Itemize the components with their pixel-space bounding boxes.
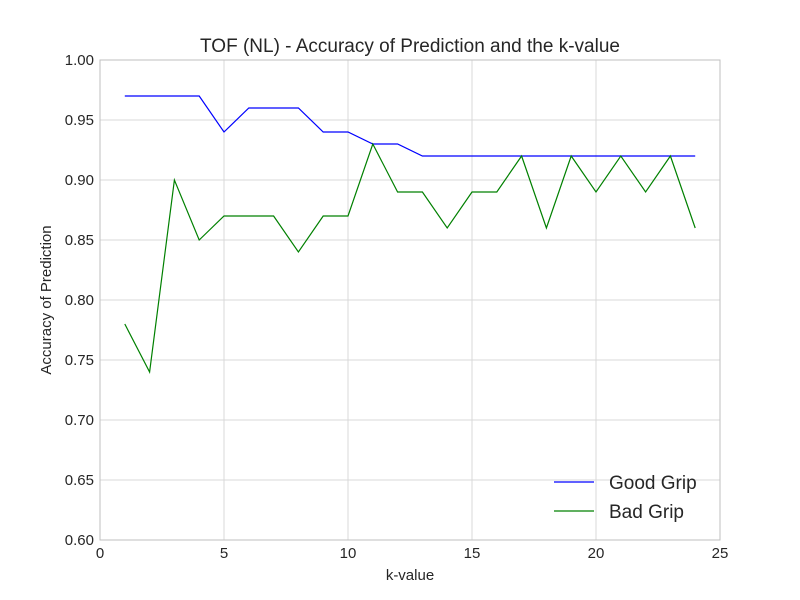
series-line-bad-grip — [124, 142, 696, 374]
y-tick-label: 0.65 — [65, 472, 94, 489]
legend-label-good-grip: Good Grip — [609, 473, 697, 494]
grid — [99, 59, 721, 541]
chart-title: TOF (NL) - Accuracy of Prediction and th… — [200, 36, 620, 57]
x-tick-label: 0 — [96, 545, 104, 562]
y-tick-label: 0.75 — [65, 352, 94, 369]
x-tick-label: 10 — [340, 545, 357, 562]
x-tick-label: 25 — [712, 545, 729, 562]
y-tick-label: 0.80 — [65, 292, 94, 309]
legend-label-bad-grip: Bad Grip — [609, 502, 684, 523]
x-axis-label: k-value — [386, 567, 434, 584]
y-tick-label: 0.90 — [65, 172, 94, 189]
legend: Good Grip Bad Grip — [554, 473, 697, 523]
y-tick-label: 0.85 — [65, 232, 94, 249]
y-tick-label: 0.95 — [65, 112, 94, 129]
y-axis-ticks: 0.60 0.65 0.70 0.75 0.80 0.85 0.90 0.95 1.00 — [65, 52, 94, 549]
y-axis-label: Accuracy of Prediction — [38, 225, 55, 374]
x-tick-label: 5 — [220, 545, 228, 562]
series-layer — [124, 95, 696, 374]
y-tick-label: 0.70 — [65, 412, 94, 429]
x-axis-ticks: 0 5 10 15 20 25 — [96, 545, 729, 562]
x-tick-label: 15 — [464, 545, 481, 562]
y-tick-label: 1.00 — [65, 52, 94, 69]
x-tick-label: 20 — [588, 545, 605, 562]
y-tick-label: 0.60 — [65, 532, 94, 549]
series-line-good-grip — [124, 95, 696, 157]
plot-frame — [99, 59, 721, 541]
